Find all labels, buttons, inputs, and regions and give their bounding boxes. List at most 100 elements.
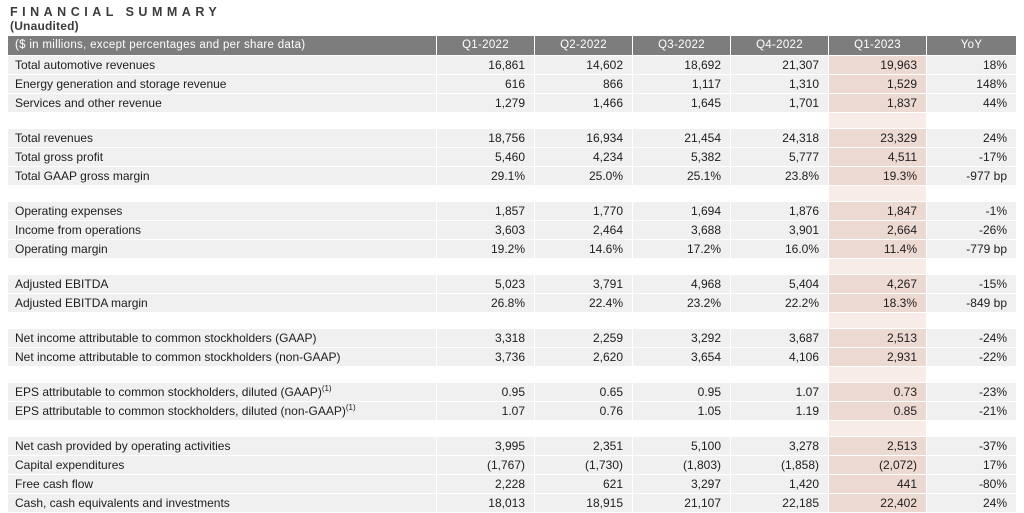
- row-label: Services and other revenue: [8, 94, 436, 112]
- cell-q2-2022: 1,770: [535, 202, 632, 220]
- row-label: EPS attributable to common stockholders,…: [8, 402, 436, 420]
- cell-yoy: 148%: [927, 75, 1016, 93]
- spacer-cell: [731, 313, 828, 328]
- table-row: Adjusted EBITDA margin 26.8% 22.4% 23.2% 22.…: [8, 294, 1016, 312]
- cell-q2-2022: 621: [535, 475, 632, 493]
- cell-q3-2022: 25.1%: [633, 167, 730, 185]
- column-header-q2-2022: Q2-2022: [535, 36, 632, 55]
- spacer-highlight-cell: [829, 113, 926, 128]
- spacer-highlight-cell: [829, 421, 926, 436]
- row-label: Cash, cash equivalents and investments: [8, 494, 436, 512]
- cell-q1-2023: 0.85: [829, 402, 926, 420]
- spacer-cell: [437, 367, 534, 382]
- row-label: Total revenues: [8, 129, 436, 147]
- cell-yoy: 17%: [927, 456, 1016, 474]
- cell-q1-2022: 18,756: [437, 129, 534, 147]
- table-header-row: ($ in millions, except percentages and p…: [8, 36, 1016, 55]
- cell-yoy: -779 bp: [927, 240, 1016, 258]
- cell-q2-2022: 2,351: [535, 437, 632, 455]
- cell-q4-2022: 1,876: [731, 202, 828, 220]
- cell-q1-2022: 5,460: [437, 148, 534, 166]
- spacer-cell: [927, 113, 1016, 128]
- spacer-cell: [8, 421, 436, 436]
- cell-q4-2022: 5,404: [731, 275, 828, 293]
- cell-q2-2022: 18,915: [535, 494, 632, 512]
- cell-q1-2023: 19.3%: [829, 167, 926, 185]
- column-header-q3-2022: Q3-2022: [633, 36, 730, 55]
- cell-q3-2022: 5,100: [633, 437, 730, 455]
- cell-yoy: 44%: [927, 94, 1016, 112]
- cell-yoy: -977 bp: [927, 167, 1016, 185]
- table-row: Capital expenditures (1,767) (1,730) (1,803…: [8, 456, 1016, 474]
- cell-q2-2022: (1,730): [535, 456, 632, 474]
- cell-yoy: 18%: [927, 56, 1016, 74]
- row-label: Operating margin: [8, 240, 436, 258]
- cell-q4-2022: 21,307: [731, 56, 828, 74]
- table-row: Total gross profit 5,460 4,234 5,382 5,777 4,…: [8, 148, 1016, 166]
- cell-q3-2022: 0.95: [633, 383, 730, 401]
- row-label: Total automotive revenues: [8, 56, 436, 74]
- cell-q1-2022: (1,767): [437, 456, 534, 474]
- cell-q1-2023: 2,931: [829, 348, 926, 366]
- row-label: Adjusted EBITDA: [8, 275, 436, 293]
- row-label: Total gross profit: [8, 148, 436, 166]
- spacer-cell: [437, 259, 534, 274]
- cell-q1-2022: 3,995: [437, 437, 534, 455]
- cell-yoy: 24%: [927, 129, 1016, 147]
- group-spacer: [8, 113, 1016, 128]
- cell-q3-2022: 1.05: [633, 402, 730, 420]
- spacer-cell: [535, 186, 632, 201]
- cell-q3-2022: (1,803): [633, 456, 730, 474]
- cell-q3-2022: 21,107: [633, 494, 730, 512]
- cell-q4-2022: (1,858): [731, 456, 828, 474]
- cell-q1-2022: 1,279: [437, 94, 534, 112]
- cell-q3-2022: 18,692: [633, 56, 730, 74]
- spacer-cell: [8, 313, 436, 328]
- cell-q1-2023: 23,329: [829, 129, 926, 147]
- table-row: Net cash provided by operating activitie…: [8, 437, 1016, 455]
- cell-q4-2022: 5,777: [731, 148, 828, 166]
- cell-q1-2023: 441: [829, 475, 926, 493]
- spacer-cell: [535, 421, 632, 436]
- cell-q3-2022: 1,645: [633, 94, 730, 112]
- cell-q1-2022: 3,318: [437, 329, 534, 347]
- table-row: EPS attributable to common stockholders,…: [8, 402, 1016, 420]
- cell-q4-2022: 3,278: [731, 437, 828, 455]
- spacer-cell: [633, 113, 730, 128]
- spacer-cell: [927, 367, 1016, 382]
- cell-q1-2022: 3,736: [437, 348, 534, 366]
- cell-q1-2023: 11.4%: [829, 240, 926, 258]
- cell-q1-2023: 4,267: [829, 275, 926, 293]
- spacer-cell: [633, 313, 730, 328]
- page-subtitle: (Unaudited): [10, 19, 79, 33]
- cell-q3-2022: 1,117: [633, 75, 730, 93]
- row-label: Total GAAP gross margin: [8, 167, 436, 185]
- table-row: Energy generation and storage revenue 616…: [8, 75, 1016, 93]
- cell-q2-2022: 2,620: [535, 348, 632, 366]
- table-header-units-label: ($ in millions, except percentages and p…: [8, 36, 436, 55]
- table-row: Operating margin 19.2% 14.6% 17.2% 16.0% 11.4…: [8, 240, 1016, 258]
- cell-q2-2022: 1,466: [535, 94, 632, 112]
- cell-yoy: -1%: [927, 202, 1016, 220]
- spacer-highlight-cell: [829, 367, 926, 382]
- cell-yoy: -22%: [927, 348, 1016, 366]
- cell-q1-2022: 29.1%: [437, 167, 534, 185]
- spacer-cell: [927, 259, 1016, 274]
- cell-q3-2022: 23.2%: [633, 294, 730, 312]
- cell-q1-2022: 1.07: [437, 402, 534, 420]
- spacer-cell: [633, 186, 730, 201]
- cell-q1-2023: 19,963: [829, 56, 926, 74]
- spacer-cell: [8, 259, 436, 274]
- cell-q4-2022: 1,310: [731, 75, 828, 93]
- table-row: Total automotive revenues 16,861 14,602 18,…: [8, 56, 1016, 74]
- cell-q3-2022: 21,454: [633, 129, 730, 147]
- row-label: Operating expenses: [8, 202, 436, 220]
- group-spacer: [8, 186, 1016, 201]
- cell-q1-2023: 1,837: [829, 94, 926, 112]
- spacer-cell: [731, 259, 828, 274]
- cell-yoy: -23%: [927, 383, 1016, 401]
- row-label: Income from operations: [8, 221, 436, 239]
- cell-q2-2022: 3,791: [535, 275, 632, 293]
- cell-q2-2022: 4,234: [535, 148, 632, 166]
- group-spacer: [8, 421, 1016, 436]
